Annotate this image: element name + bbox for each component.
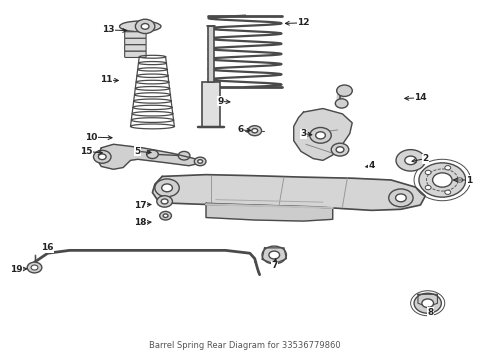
Circle shape [337,85,352,96]
Circle shape [252,129,258,133]
Circle shape [433,173,452,187]
Circle shape [422,299,434,307]
Polygon shape [294,109,352,160]
Circle shape [161,199,168,204]
Text: 12: 12 [297,18,310,27]
Circle shape [147,150,158,158]
Circle shape [248,126,262,136]
Text: 8: 8 [427,308,433,317]
Circle shape [160,211,172,220]
Polygon shape [418,294,438,307]
Text: 3: 3 [300,129,307,138]
Circle shape [414,293,441,313]
Text: 13: 13 [102,26,115,35]
Text: 14: 14 [414,93,427,102]
Circle shape [335,99,348,108]
Text: 9: 9 [218,97,224,106]
Circle shape [262,246,287,264]
Circle shape [157,196,172,207]
Circle shape [31,265,38,270]
Circle shape [419,163,466,197]
Polygon shape [152,175,425,210]
Text: 18: 18 [134,219,147,228]
Text: 7: 7 [271,261,277,270]
Circle shape [405,156,416,165]
FancyBboxPatch shape [202,82,220,127]
Text: 15: 15 [80,147,93,156]
Ellipse shape [120,21,161,32]
Circle shape [27,262,42,273]
Circle shape [163,214,168,217]
Circle shape [389,189,413,207]
Circle shape [94,150,111,163]
Circle shape [195,157,206,166]
Circle shape [445,190,451,194]
Circle shape [331,143,349,156]
FancyBboxPatch shape [124,32,146,38]
Circle shape [135,19,155,33]
Text: Barrel Spring Rear Diagram for 33536779860: Barrel Spring Rear Diagram for 335367798… [149,341,341,350]
FancyBboxPatch shape [124,51,146,58]
Circle shape [198,159,202,163]
Text: 10: 10 [85,132,98,141]
Circle shape [395,194,406,202]
Circle shape [425,170,431,175]
Text: 16: 16 [42,243,54,252]
Polygon shape [97,144,201,169]
Circle shape [396,150,425,171]
FancyBboxPatch shape [124,38,146,45]
Text: 2: 2 [422,154,428,163]
Circle shape [445,166,451,170]
Circle shape [336,147,344,153]
Text: 4: 4 [368,161,375,170]
Text: 6: 6 [237,126,243,135]
Polygon shape [262,248,287,264]
Text: 5: 5 [135,147,141,156]
Circle shape [316,132,325,139]
Circle shape [162,184,172,192]
FancyBboxPatch shape [124,45,146,51]
Text: 19: 19 [10,265,23,274]
FancyBboxPatch shape [208,26,214,82]
Polygon shape [206,203,333,221]
Text: 17: 17 [134,201,147,210]
Circle shape [310,127,331,143]
Text: 1: 1 [466,176,472,185]
Text: 11: 11 [100,76,112,85]
Circle shape [98,154,106,159]
Circle shape [178,152,190,160]
Circle shape [269,251,280,259]
Circle shape [457,178,463,182]
Circle shape [155,179,179,197]
Circle shape [425,185,431,190]
Circle shape [141,23,149,29]
